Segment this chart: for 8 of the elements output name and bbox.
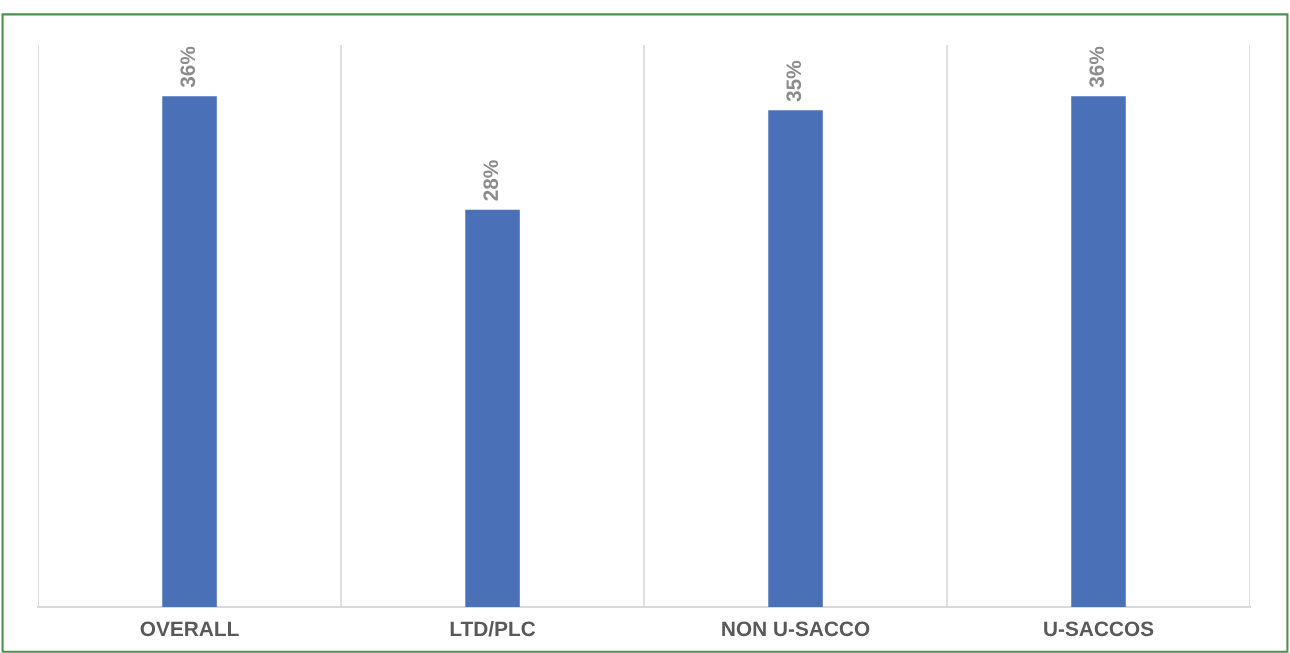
x-tick-label: OVERALL <box>140 621 239 637</box>
x-tick-label: NON U-SACCO <box>722 621 870 637</box>
x-tick-label: LTD/PLC <box>450 620 536 637</box>
data-label: 35% <box>786 60 802 102</box>
x-tick-label: U-SACCOS <box>1044 621 1154 637</box>
data-label: 36% <box>180 46 196 88</box>
data-label: 28% <box>483 160 499 201</box>
data-label: 36% <box>1089 46 1105 88</box>
